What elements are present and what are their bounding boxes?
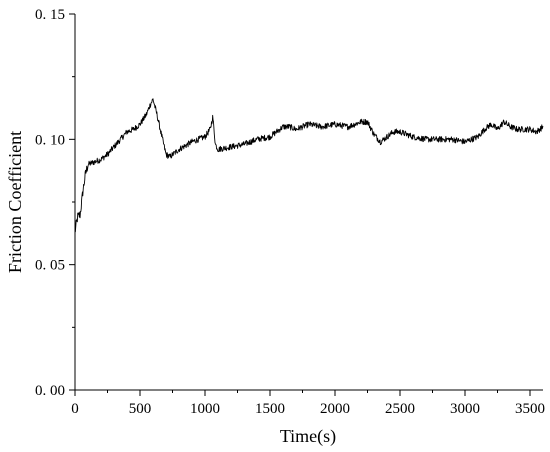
x-axis-title: Time(s): [280, 426, 336, 447]
plot-area: [74, 14, 544, 391]
y-axis-ticks: 0. 00 0. 05 0. 10 0. 15: [35, 7, 75, 399]
x-tick-label: 1000: [190, 401, 220, 417]
y-tick-label: 0. 05: [35, 258, 65, 274]
x-tick-label: 3500: [515, 401, 545, 417]
y-tick-label: 0. 00: [35, 383, 65, 399]
x-tick-label: 2500: [385, 401, 415, 417]
x-tick-label: 2000: [320, 401, 350, 417]
y-tick-label: 0. 10: [35, 132, 65, 148]
x-tick-label: 1500: [255, 401, 285, 417]
x-tick-label: 0: [71, 401, 79, 417]
y-tick-label: 0. 15: [35, 7, 65, 23]
y-axis-title: Friction Coefficient: [5, 131, 25, 273]
x-tick-label: 500: [129, 401, 152, 417]
x-tick-label: 3000: [450, 401, 480, 417]
series-line: [74, 98, 544, 233]
x-axis-ticks: 0 500 1000 1500 2000 2500 3000 3500: [71, 390, 545, 417]
